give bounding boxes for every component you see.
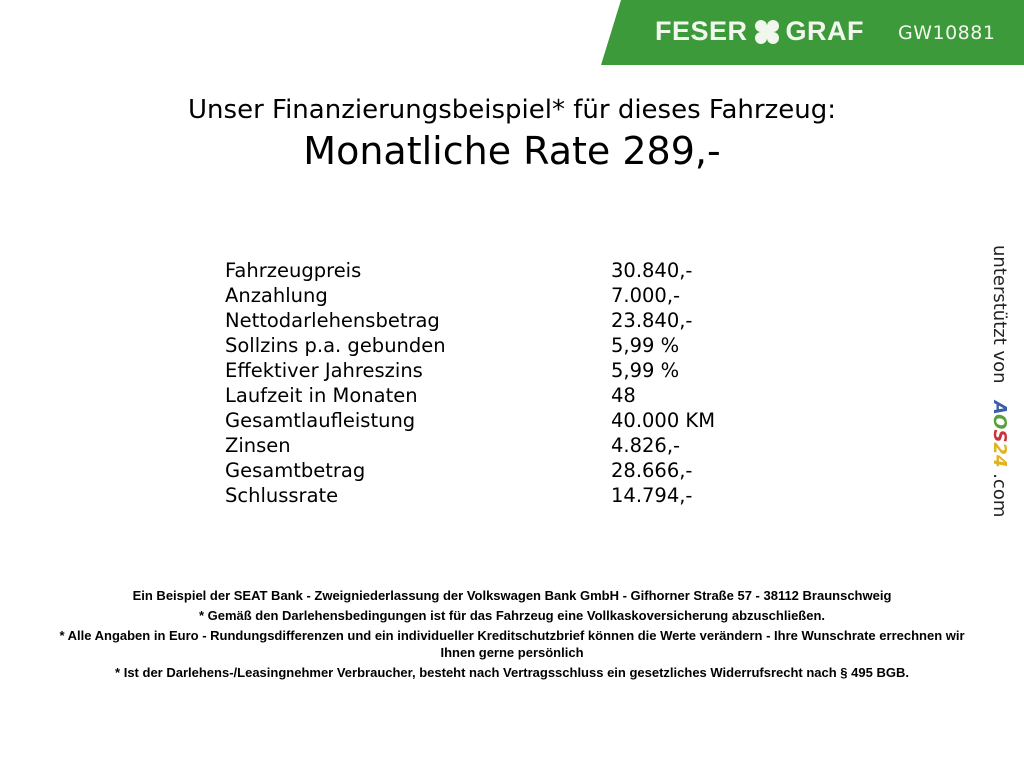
detail-label: Anzahlung [225, 284, 328, 307]
detail-value: 7.000,- [611, 284, 681, 307]
page-title: Unser Finanzierungsbeispiel* für dieses … [188, 95, 836, 125]
detail-row: Fahrzeugpreis 30.840,- [225, 258, 825, 283]
aos24-logo: AOS24 [989, 401, 1010, 468]
detail-value: 5,99 % [611, 359, 680, 382]
aos-letter: S [989, 429, 1010, 443]
detail-label: Laufzeit in Monaten [225, 384, 418, 407]
header-banner [601, 0, 1024, 65]
detail-label: Fahrzeugpreis [225, 259, 362, 282]
aos-letter: 2 [989, 442, 1010, 455]
detail-label: Sollzins p.a. gebunden [225, 334, 446, 357]
detail-label: Effektiver Jahreszins [225, 359, 423, 382]
finance-details-table: Fahrzeugpreis 30.840,- Anzahlung 7.000,- N… [225, 258, 825, 508]
cloverleaf-icon [754, 19, 780, 45]
vehicle-code: GW10881 [898, 22, 996, 44]
detail-value: 5,99 % [611, 334, 680, 357]
detail-label: Nettodarlehensbetrag [225, 309, 440, 332]
detail-row: Nettodarlehensbetrag 23.840,- [225, 308, 825, 333]
footnote-values: * Alle Angaben in Euro - Rundungsdiffere… [59, 628, 965, 660]
aos-letter: O [989, 414, 1010, 430]
aos-letter: A [989, 400, 1010, 415]
aos-letter: 4 [989, 454, 1010, 468]
brand-left: FESER [655, 16, 748, 46]
detail-value: 14.794,- [611, 484, 693, 507]
aos-suffix: .com [989, 473, 1010, 518]
detail-row: Anzahlung 7.000,- [225, 283, 825, 308]
bank-info: Ein Beispiel der SEAT Bank - Zweignieder… [132, 588, 892, 603]
detail-value: 48 [611, 384, 636, 407]
detail-row: Effektiver Jahreszins 5,99 % [225, 358, 825, 383]
detail-row: Laufzeit in Monaten 48 [225, 383, 825, 408]
legal-footer: Ein Beispiel der SEAT Bank - Zweignieder… [40, 587, 984, 684]
detail-label: Schlussrate [225, 484, 339, 507]
detail-row: Zinsen 4.826,- [225, 433, 825, 458]
feser-graf-logo: FESER GRAF [655, 16, 864, 47]
detail-row: Gesamtlaufleistung 40.000 KM [225, 408, 825, 433]
detail-row: Gesamtbetrag 28.666,- [225, 458, 825, 483]
footnote-withdrawal: * Ist der Darlehens-/Leasingnehmer Verbr… [115, 665, 909, 680]
detail-value: 30.840,- [611, 259, 693, 282]
detail-row: Schlussrate 14.794,- [225, 483, 825, 508]
detail-value: 4.826,- [611, 434, 681, 457]
footnote-insurance: * Gemäß den Darlehensbedingungen ist für… [198, 608, 826, 623]
detail-label: Gesamtlaufleistung [225, 409, 416, 432]
supported-by-aos24: unterstützt von AOS24 .com [989, 245, 1010, 517]
supported-by-text: unterstützt von [989, 245, 1010, 384]
detail-value: 23.840,- [611, 309, 693, 332]
brand-right: GRAF [785, 16, 865, 46]
detail-value: 40.000 KM [611, 409, 716, 432]
monthly-rate: Monatliche Rate 289,- [303, 129, 721, 173]
detail-value: 28.666,- [611, 459, 693, 482]
detail-label: Zinsen [225, 434, 291, 457]
detail-row: Sollzins p.a. gebunden 5,99 % [225, 333, 825, 358]
detail-label: Gesamtbetrag [225, 459, 366, 482]
